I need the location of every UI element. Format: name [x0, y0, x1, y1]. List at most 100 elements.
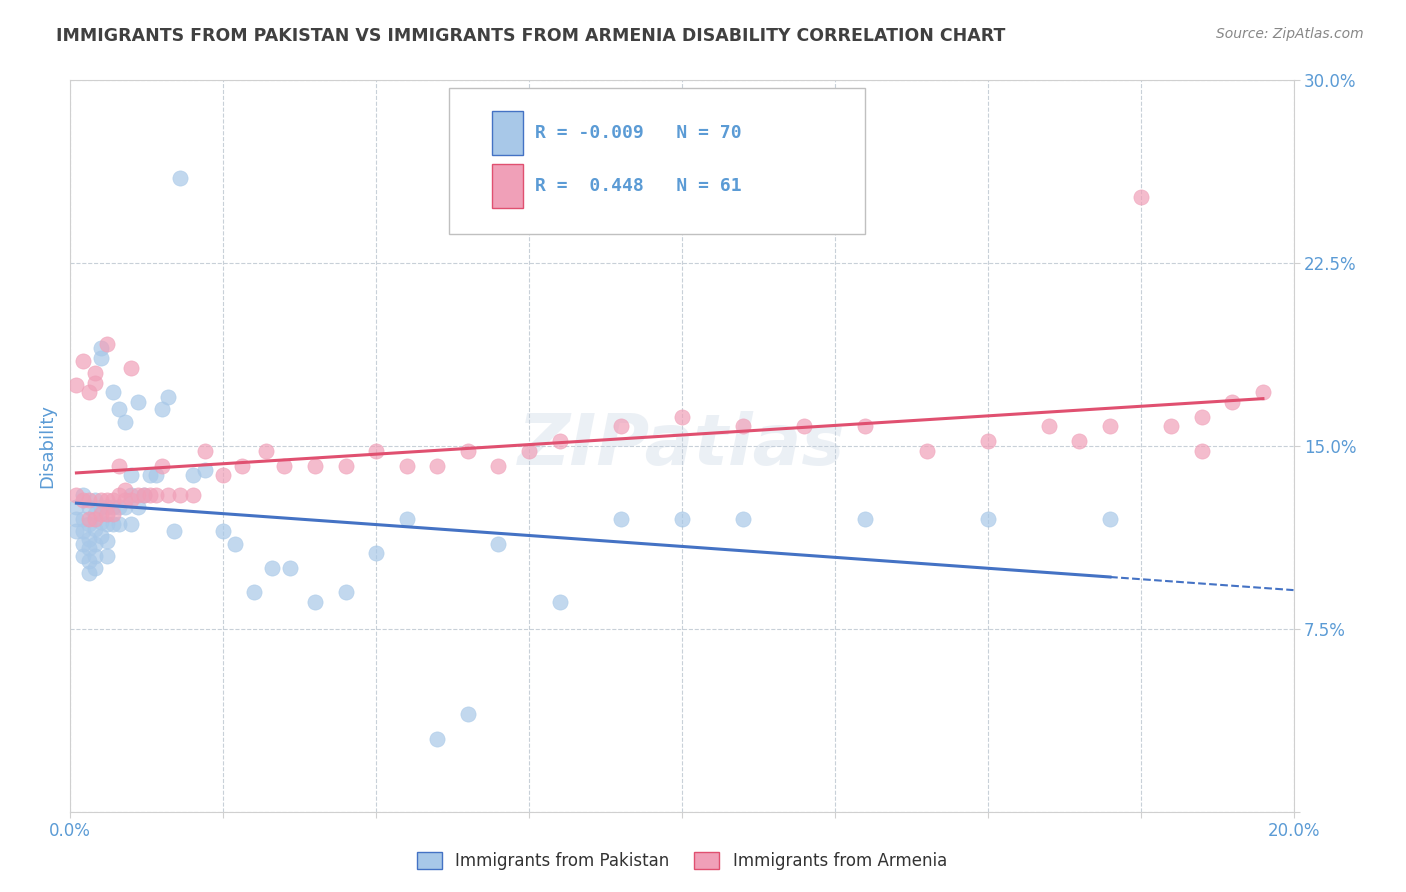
Text: IMMIGRANTS FROM PAKISTAN VS IMMIGRANTS FROM ARMENIA DISABILITY CORRELATION CHART: IMMIGRANTS FROM PAKISTAN VS IMMIGRANTS F… — [56, 27, 1005, 45]
Point — [101, 385, 124, 400]
Point — [1069, 434, 1091, 449]
Point — [145, 488, 167, 502]
Point — [101, 508, 124, 522]
Point — [335, 458, 357, 473]
Point — [181, 488, 204, 502]
Point — [72, 512, 94, 526]
Point — [90, 351, 112, 366]
Point — [855, 512, 877, 526]
Point — [114, 492, 136, 507]
Point — [366, 546, 388, 560]
Point — [77, 385, 100, 400]
Point — [1191, 443, 1213, 458]
Point — [855, 419, 877, 434]
Point — [72, 524, 94, 539]
Point — [90, 529, 112, 543]
Point — [83, 522, 105, 536]
Point — [65, 524, 87, 539]
Text: R = -0.009   N = 70: R = -0.009 N = 70 — [536, 124, 742, 142]
Point — [83, 508, 105, 522]
Point — [194, 443, 217, 458]
Point — [280, 561, 302, 575]
Point — [121, 361, 143, 376]
FancyBboxPatch shape — [492, 111, 523, 155]
Point — [77, 516, 100, 531]
Point — [733, 512, 755, 526]
FancyBboxPatch shape — [450, 87, 865, 234]
Point — [335, 585, 357, 599]
Point — [1038, 419, 1060, 434]
Point — [65, 512, 87, 526]
Point — [121, 488, 143, 502]
Point — [114, 483, 136, 497]
Point — [114, 415, 136, 429]
Point — [83, 561, 105, 575]
Point — [304, 595, 326, 609]
Point — [548, 595, 571, 609]
Point — [90, 342, 112, 356]
Y-axis label: Disability: Disability — [38, 404, 56, 488]
Point — [671, 409, 693, 424]
Point — [976, 512, 998, 526]
Point — [96, 500, 118, 514]
Point — [72, 536, 94, 550]
Point — [671, 512, 693, 526]
Point — [77, 512, 100, 526]
Point — [1099, 512, 1122, 526]
Point — [488, 458, 510, 473]
Point — [181, 468, 204, 483]
Point — [108, 500, 131, 514]
Point — [457, 707, 479, 722]
Point — [77, 532, 100, 546]
Point — [83, 549, 105, 563]
Point — [163, 524, 186, 539]
Point — [77, 500, 100, 514]
Point — [77, 492, 100, 507]
Point — [139, 488, 162, 502]
Point — [121, 516, 143, 531]
Point — [101, 516, 124, 531]
Point — [212, 468, 235, 483]
Point — [262, 561, 284, 575]
Point — [1099, 419, 1122, 434]
Point — [1191, 409, 1213, 424]
Text: ZIPatlas: ZIPatlas — [519, 411, 845, 481]
Legend: Immigrants from Pakistan, Immigrants from Armenia: Immigrants from Pakistan, Immigrants fro… — [411, 845, 953, 877]
Point — [96, 336, 118, 351]
Point — [132, 488, 155, 502]
Point — [83, 492, 105, 507]
Point — [548, 434, 571, 449]
Point — [132, 488, 155, 502]
Point — [169, 488, 191, 502]
Point — [426, 731, 449, 746]
Point — [108, 402, 131, 417]
Point — [96, 534, 118, 549]
Point — [72, 492, 94, 507]
Point — [65, 378, 87, 392]
Point — [108, 488, 131, 502]
Point — [157, 488, 180, 502]
Point — [101, 492, 124, 507]
Point — [83, 366, 105, 380]
Point — [96, 492, 118, 507]
Point — [976, 434, 998, 449]
Point — [150, 458, 173, 473]
Point — [90, 515, 112, 529]
Point — [610, 512, 633, 526]
Point — [72, 549, 94, 563]
Point — [212, 524, 235, 539]
Point — [231, 458, 253, 473]
Point — [83, 536, 105, 550]
Point — [77, 553, 100, 567]
Point — [83, 376, 105, 390]
Point — [150, 402, 173, 417]
Point — [273, 458, 295, 473]
Point — [733, 419, 755, 434]
Point — [243, 585, 266, 599]
Point — [1220, 395, 1243, 409]
Point — [127, 488, 149, 502]
Point — [121, 492, 143, 507]
Point — [101, 500, 124, 514]
Text: R =  0.448   N = 61: R = 0.448 N = 61 — [536, 178, 742, 195]
Point — [304, 458, 326, 473]
